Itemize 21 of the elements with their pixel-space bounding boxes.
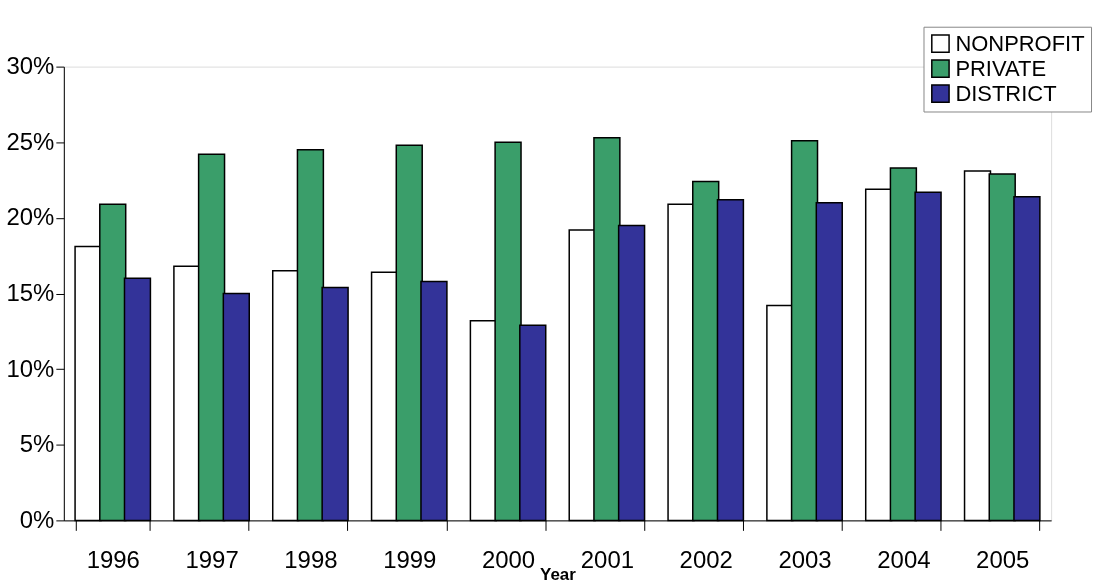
- x-tick-label: 2002: [679, 545, 733, 573]
- y-tick-label: 5%: [19, 430, 55, 458]
- x-tick-label: 1996: [86, 545, 140, 573]
- y-tick-label: 25%: [6, 127, 55, 155]
- x-tick-label: 2000: [481, 545, 536, 573]
- x-tick-label: 1997: [185, 545, 239, 573]
- x-tick-label: 2005: [976, 545, 1030, 573]
- x-axis-title: Year: [540, 564, 577, 583]
- x-tick-label: 2001: [580, 545, 635, 573]
- x-tick-label: 2004: [877, 545, 931, 573]
- y-tick-label: 30%: [6, 52, 55, 80]
- y-tick-label: 15%: [6, 278, 55, 306]
- y-tick-label: 10%: [6, 354, 55, 382]
- x-tick-label: 1999: [383, 545, 437, 573]
- legend-label: NONPROFIT: [955, 30, 1085, 56]
- y-tick-label: 0%: [19, 505, 55, 533]
- x-tick-label: 1998: [284, 545, 338, 573]
- x-tick-label: 2003: [778, 545, 832, 573]
- legend-label: DISTRICT: [955, 80, 1057, 106]
- legend-label: PRIVATE: [955, 55, 1047, 81]
- y-tick-label: 20%: [6, 203, 55, 231]
